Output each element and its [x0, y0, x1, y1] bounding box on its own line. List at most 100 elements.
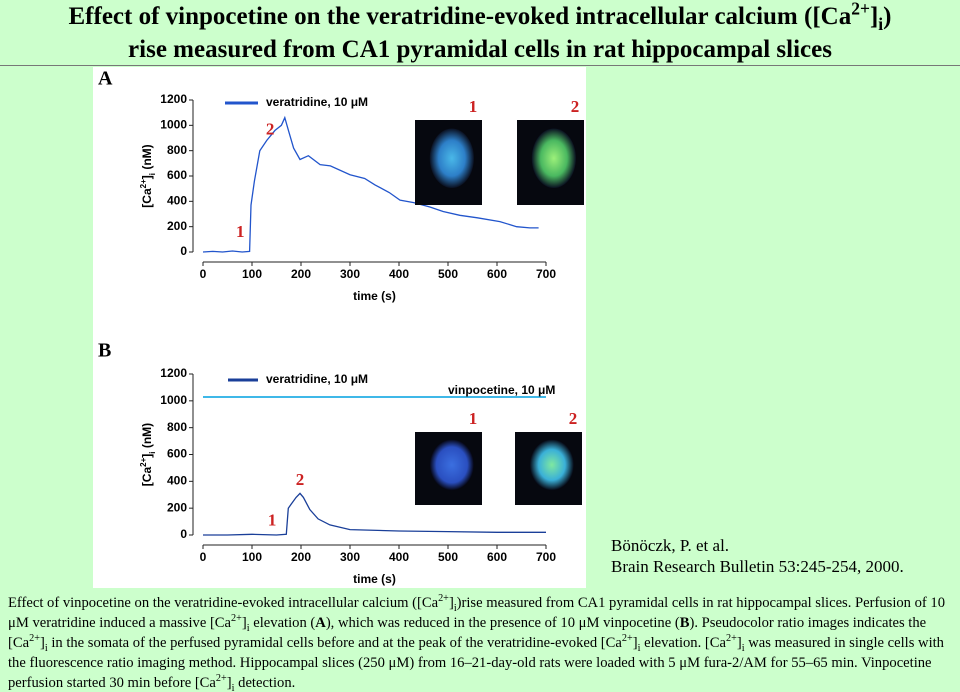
- cell-soma: [429, 128, 474, 188]
- title-text: rise measured from CA1 pyramidal cells i…: [128, 36, 832, 63]
- image-label: 2: [569, 409, 578, 428]
- caption-text: i: [741, 642, 745, 654]
- caption-text: A: [315, 615, 326, 631]
- caption-text: i: [44, 642, 48, 654]
- caption-text: i: [453, 602, 457, 614]
- y-tick-label: 400: [167, 474, 187, 488]
- citation: Bönöczk, P. et al. Brain Research Bulleti…: [611, 535, 904, 577]
- curve-annotation: 1: [236, 222, 245, 241]
- caption-text: B: [679, 615, 690, 631]
- panel-label: A: [98, 68, 113, 90]
- image-label: 2: [571, 97, 580, 116]
- title-sub: i: [878, 14, 884, 34]
- x-axis-label: time (s): [353, 572, 396, 586]
- caption-text: ]: [632, 635, 638, 651]
- caption-text: ]: [241, 615, 247, 631]
- x-tick-label: 100: [242, 267, 262, 281]
- caption-text: ), which was reduced in the presence of …: [325, 615, 680, 631]
- caption-text: 2+: [438, 593, 449, 605]
- caption-text: ]: [226, 675, 232, 691]
- caption-text: 2+: [621, 633, 633, 645]
- y-axis-label-part: [Ca: [140, 467, 154, 487]
- y-tick-label: 1000: [160, 118, 187, 132]
- y-tick-label: 600: [167, 168, 187, 182]
- cell-soma: [429, 439, 474, 491]
- y-axis-label-part: (nM): [140, 144, 154, 173]
- x-tick-label: 400: [389, 267, 409, 281]
- title-rule: [0, 65, 960, 66]
- x-tick-label: 500: [438, 550, 458, 564]
- caption-text: )rise measured from CA1 pyramidal cells …: [8, 595, 946, 631]
- x-tick-label: 0: [200, 550, 207, 564]
- caption-text: ). Pseudocolor ratio images indicates th…: [8, 615, 927, 651]
- title-text: ): [883, 3, 892, 30]
- y-axis-label-part: 2+: [139, 457, 148, 466]
- y-tick-label: 1200: [160, 92, 187, 106]
- figure-panel: [93, 67, 586, 588]
- title-sup: 2+: [851, 0, 870, 19]
- x-tick-label: 700: [536, 267, 556, 281]
- title-text: ]: [869, 3, 879, 30]
- caption-text: i: [637, 642, 641, 654]
- legend-label: veratridine, 10 μM: [266, 95, 368, 109]
- y-tick-label: 800: [167, 143, 187, 157]
- caption-text: was measured in single cells with the fl…: [8, 635, 944, 691]
- y-tick-label: 200: [167, 500, 187, 514]
- panel-label: B: [98, 340, 111, 362]
- data-line: [202, 115, 539, 253]
- y-axis-label-part: 2+: [139, 179, 148, 188]
- caption-text: detection.: [234, 675, 296, 691]
- image-label: 1: [469, 409, 478, 428]
- x-tick-label: 300: [340, 267, 360, 281]
- image-label: 1: [469, 97, 478, 116]
- caption-text: elevation (: [249, 615, 316, 631]
- y-axis-label-part: ]: [140, 454, 154, 458]
- caption-text: 2+: [29, 633, 40, 645]
- x-tick-label: 300: [340, 550, 360, 564]
- y-axis-label-part: (nM): [140, 423, 154, 452]
- caption-text: 2+: [215, 673, 227, 685]
- y-tick-label: 1000: [160, 393, 187, 407]
- caption-text: 2+: [725, 633, 737, 645]
- y-axis-label: [Ca2+]i (nM): [139, 144, 157, 207]
- curve-annotation: 2: [266, 119, 275, 138]
- curve-annotation: 1: [268, 510, 277, 529]
- caption-text: Effect of vinpocetine on the veratridine…: [8, 595, 439, 611]
- citation-line: Brain Research Bulletin 53:245-254, 2000…: [611, 557, 904, 576]
- x-tick-label: 100: [242, 550, 262, 564]
- y-tick-label: 400: [167, 194, 187, 208]
- x-tick-label: 200: [291, 550, 311, 564]
- y-axis-label-part: i: [148, 173, 157, 175]
- data-line: [203, 492, 546, 536]
- caption-text: i: [246, 622, 250, 634]
- y-tick-label: 1200: [160, 366, 187, 380]
- caption-text: ]: [736, 635, 742, 651]
- caption-text: in the somata of the perfused pyramidal …: [47, 635, 622, 651]
- y-tick-label: 800: [167, 420, 187, 434]
- caption-text: 2+: [231, 613, 242, 625]
- x-tick-label: 700: [536, 550, 556, 564]
- caption-text: ]: [39, 635, 45, 651]
- x-tick-label: 200: [291, 267, 311, 281]
- y-axis-label-part: [Ca: [140, 188, 154, 208]
- x-tick-label: 0: [200, 267, 207, 281]
- caption: Effect of vinpocetine on the veratridine…: [8, 593, 953, 692]
- x-tick-label: 500: [438, 267, 458, 281]
- caption-text: ]: [448, 595, 454, 611]
- caption-text: i: [231, 682, 235, 692]
- curve-annotation: 2: [296, 470, 305, 489]
- y-axis-label-part: ]: [140, 175, 154, 179]
- x-tick-label: 400: [389, 550, 409, 564]
- cell-soma: [529, 439, 574, 491]
- legend-label: veratridine, 10 μM: [266, 372, 368, 386]
- y-axis-label: [Ca2+]i (nM): [139, 423, 157, 486]
- y-tick-label: 200: [167, 219, 187, 233]
- citation-line: Bönöczk, P. et al.: [611, 536, 730, 555]
- x-axis-label: time (s): [353, 289, 396, 303]
- caption-text: elevation. [Ca: [640, 635, 726, 651]
- y-tick-label: 600: [167, 447, 187, 461]
- cell-soma: [531, 128, 576, 188]
- y-axis-label-part: i: [148, 451, 157, 453]
